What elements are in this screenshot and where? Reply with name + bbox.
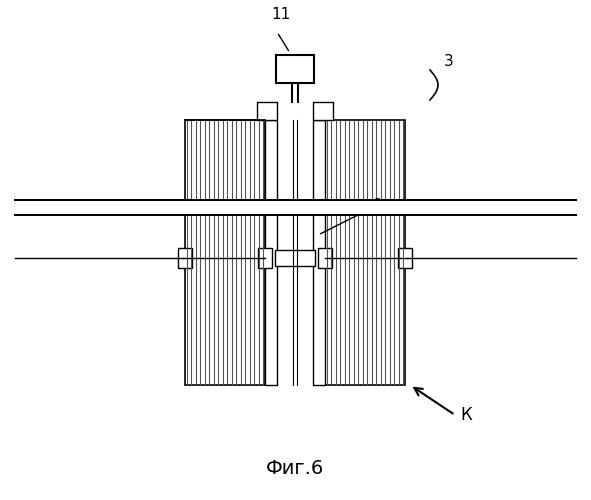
Bar [257, 102, 277, 120]
Bar [265, 120, 277, 385]
Bar [178, 248, 192, 268]
Text: К: К [460, 406, 472, 424]
Text: 3: 3 [444, 54, 454, 70]
Bar [313, 120, 325, 385]
Bar [275, 250, 315, 266]
Bar [313, 102, 333, 120]
Text: 9: 9 [373, 198, 383, 212]
Bar [185, 120, 265, 385]
Bar [318, 248, 332, 268]
Text: 11: 11 [271, 7, 291, 22]
Text: Фиг.6: Фиг.6 [266, 459, 324, 478]
Bar [398, 248, 412, 268]
Bar [276, 55, 314, 83]
Bar [258, 248, 272, 268]
Bar [15, 200, 576, 215]
Bar [325, 120, 405, 385]
